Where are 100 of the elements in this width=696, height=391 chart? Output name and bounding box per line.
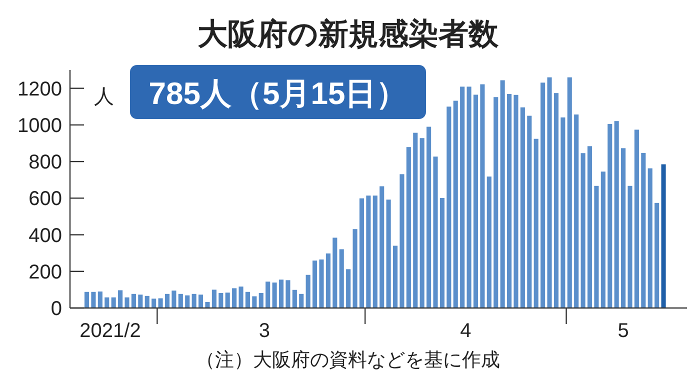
- bar: [540, 82, 546, 308]
- bar: [104, 297, 110, 308]
- bar: [446, 106, 452, 308]
- bar: [258, 292, 264, 308]
- bar: [332, 238, 338, 308]
- bar: [567, 77, 572, 308]
- bar: [326, 253, 330, 308]
- bar: [580, 153, 586, 308]
- y-tick-label: 0: [50, 298, 62, 320]
- bar: [453, 100, 458, 308]
- bar: [111, 297, 116, 308]
- bar: [628, 186, 632, 308]
- bar: [158, 298, 163, 308]
- bar: [245, 292, 250, 308]
- bar: [480, 84, 485, 308]
- bar: [460, 86, 465, 308]
- bar: [608, 124, 612, 308]
- bar: [339, 249, 344, 308]
- bar: [641, 152, 646, 308]
- bar: [494, 97, 498, 308]
- bar: [614, 121, 619, 308]
- bar: [400, 174, 404, 308]
- bar: [554, 93, 559, 308]
- annotation: 785人（5月15日）: [148, 76, 408, 111]
- y-axis-title: 人: [94, 86, 114, 108]
- bar: [91, 292, 96, 308]
- bar: [527, 116, 532, 308]
- bar: [486, 176, 492, 308]
- bar: [654, 202, 660, 308]
- bar: [178, 294, 183, 308]
- y-tick-label: 1000: [18, 114, 62, 137]
- bar: [514, 94, 518, 308]
- bar: [473, 94, 478, 308]
- bar: [648, 168, 652, 308]
- bar: [292, 290, 297, 308]
- y-tick-label: 400: [28, 224, 62, 247]
- bar: [547, 77, 552, 308]
- bar: [500, 80, 505, 308]
- bar: [286, 280, 290, 308]
- bar: [420, 138, 424, 308]
- bar: [600, 172, 606, 308]
- bar: [319, 259, 324, 308]
- bar: [366, 196, 371, 308]
- bar: [124, 297, 130, 308]
- x-tick-label: 5: [618, 320, 629, 342]
- bar: [218, 292, 224, 308]
- y-tick-label: 200: [28, 261, 62, 284]
- bar: [352, 229, 358, 308]
- bar: [661, 164, 666, 308]
- y-tick-label: 600: [28, 188, 62, 210]
- bar: [621, 148, 626, 308]
- bar: [386, 200, 391, 308]
- bar: [198, 294, 204, 308]
- bar: [278, 280, 284, 308]
- bar: [594, 186, 599, 308]
- bar: [98, 292, 102, 308]
- bar: [266, 282, 270, 308]
- bar: [205, 302, 210, 308]
- chart-title: 大阪府の新規感染者数: [198, 17, 500, 51]
- x-tick-label: 3: [258, 320, 270, 342]
- bar: [346, 269, 351, 308]
- bar: [534, 138, 538, 308]
- bar: [238, 286, 244, 308]
- bar: [172, 290, 176, 308]
- bar: [413, 132, 418, 308]
- bar: [192, 294, 196, 308]
- bar: [372, 196, 378, 308]
- bar: [359, 198, 364, 308]
- bar: [380, 186, 384, 308]
- y-tick-label: 1200: [18, 78, 62, 100]
- bar: [587, 146, 592, 308]
- x-tick-label: 4: [460, 320, 472, 342]
- bar: [131, 294, 136, 308]
- bar: [306, 274, 310, 308]
- bar: [118, 290, 123, 308]
- bar: [466, 86, 472, 308]
- bar: [272, 282, 277, 308]
- bar: [392, 246, 398, 308]
- bar: [252, 296, 257, 308]
- bar: [560, 117, 566, 308]
- bar: [138, 294, 143, 308]
- bar: [299, 294, 304, 308]
- bar: [152, 298, 156, 308]
- text: （注）大阪府の資料などを基に作成: [196, 349, 500, 371]
- bar: [634, 130, 639, 308]
- bar: [212, 290, 216, 308]
- x-tick-label: 2021/2: [80, 320, 141, 342]
- bar: [144, 296, 150, 308]
- bar: [225, 292, 230, 308]
- bar: [406, 147, 411, 308]
- bar: [426, 126, 432, 308]
- bar: [164, 294, 170, 308]
- bar: [433, 156, 438, 308]
- bar: [232, 288, 237, 308]
- bar: [185, 295, 190, 308]
- bar: [506, 94, 512, 308]
- bar: [574, 114, 579, 308]
- bar: [312, 260, 318, 308]
- bar: [440, 198, 444, 308]
- bar: [520, 107, 525, 308]
